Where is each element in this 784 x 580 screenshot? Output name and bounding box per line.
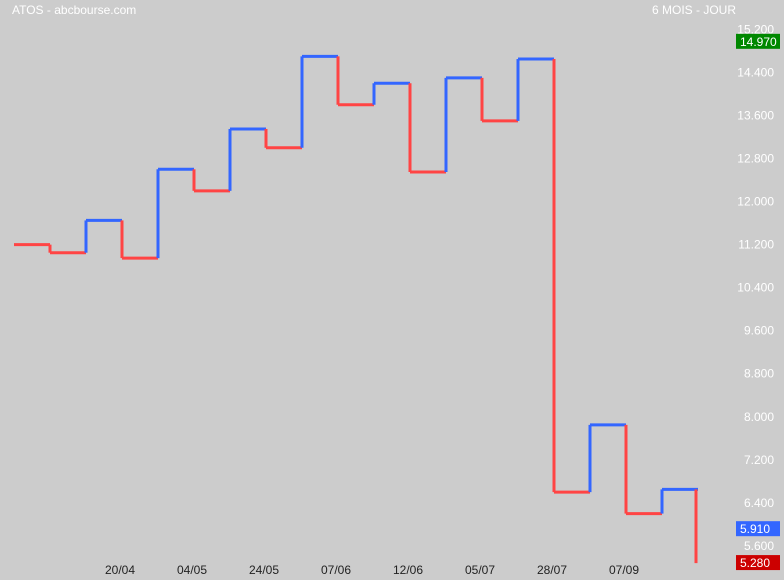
y-tick-label: 8.000 — [744, 410, 774, 424]
y-tick-label: 7.200 — [744, 453, 774, 467]
y-tick-label: 12.000 — [737, 195, 774, 209]
price-badge-label: 5.910 — [740, 522, 770, 536]
y-tick-label: 13.600 — [737, 109, 774, 123]
y-tick-label: 8.800 — [744, 367, 774, 381]
x-tick-label: 05/07 — [465, 563, 495, 577]
chart-title-left: ATOS - abcbourse.com — [12, 3, 137, 17]
y-tick-label: 6.400 — [744, 496, 774, 510]
y-tick-label: 12.800 — [737, 152, 774, 166]
y-tick-label: 9.600 — [744, 324, 774, 338]
x-tick-label: 20/04 — [105, 563, 135, 577]
x-tick-label: 07/09 — [609, 563, 639, 577]
x-tick-label: 07/06 — [321, 563, 351, 577]
y-tick-label: 11.200 — [738, 238, 774, 252]
x-tick-label: 04/05 — [177, 563, 207, 577]
price-badge — [736, 555, 780, 571]
y-tick-label: 10.400 — [737, 281, 774, 295]
price-badge — [736, 33, 780, 49]
price-badge-label: 14.970 — [740, 35, 777, 49]
x-tick-label: 28/07 — [537, 563, 567, 577]
x-tick-label: 12/06 — [393, 563, 423, 577]
chart-period-label: 6 MOIS - JOUR — [651, 3, 736, 17]
y-tick-label: 15.200 — [737, 22, 774, 36]
y-tick-label: 14.400 — [737, 65, 774, 79]
y-tick-label: 5.600 — [744, 539, 774, 553]
price-badge — [736, 521, 780, 537]
price-badge-label: 5.280 — [740, 556, 770, 570]
x-tick-label: 24/05 — [249, 563, 279, 577]
